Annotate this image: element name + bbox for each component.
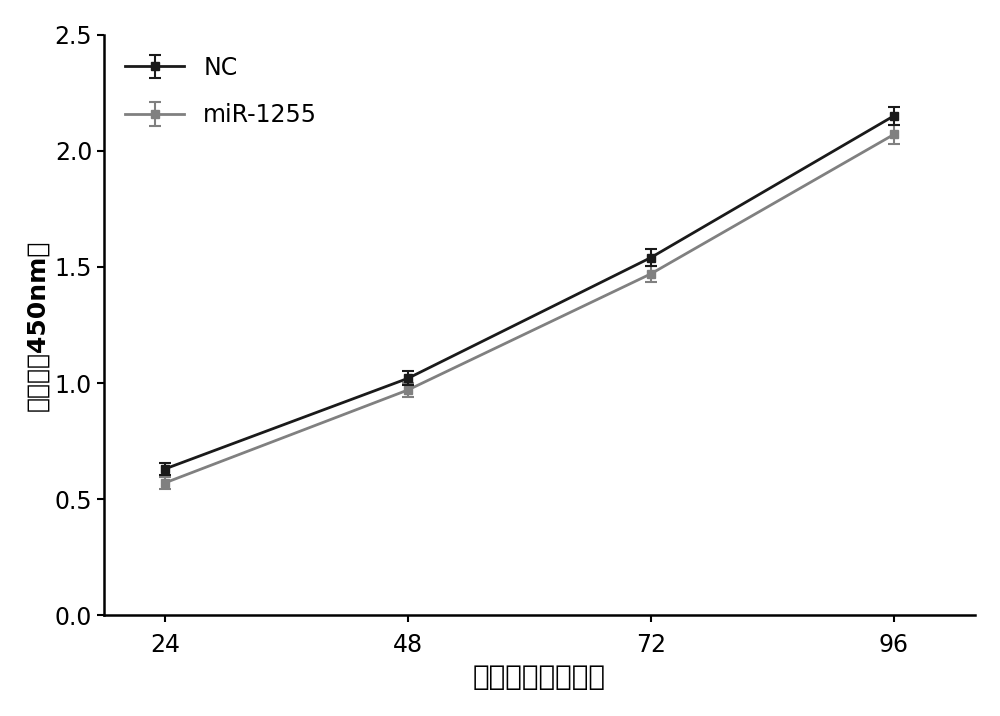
Legend: NC, miR-1255: NC, miR-1255 <box>116 47 327 137</box>
Y-axis label: 吸光値（450nm）: 吸光値（450nm） <box>25 239 49 411</box>
X-axis label: 培养时间（小时）: 培养时间（小时） <box>473 663 606 691</box>
